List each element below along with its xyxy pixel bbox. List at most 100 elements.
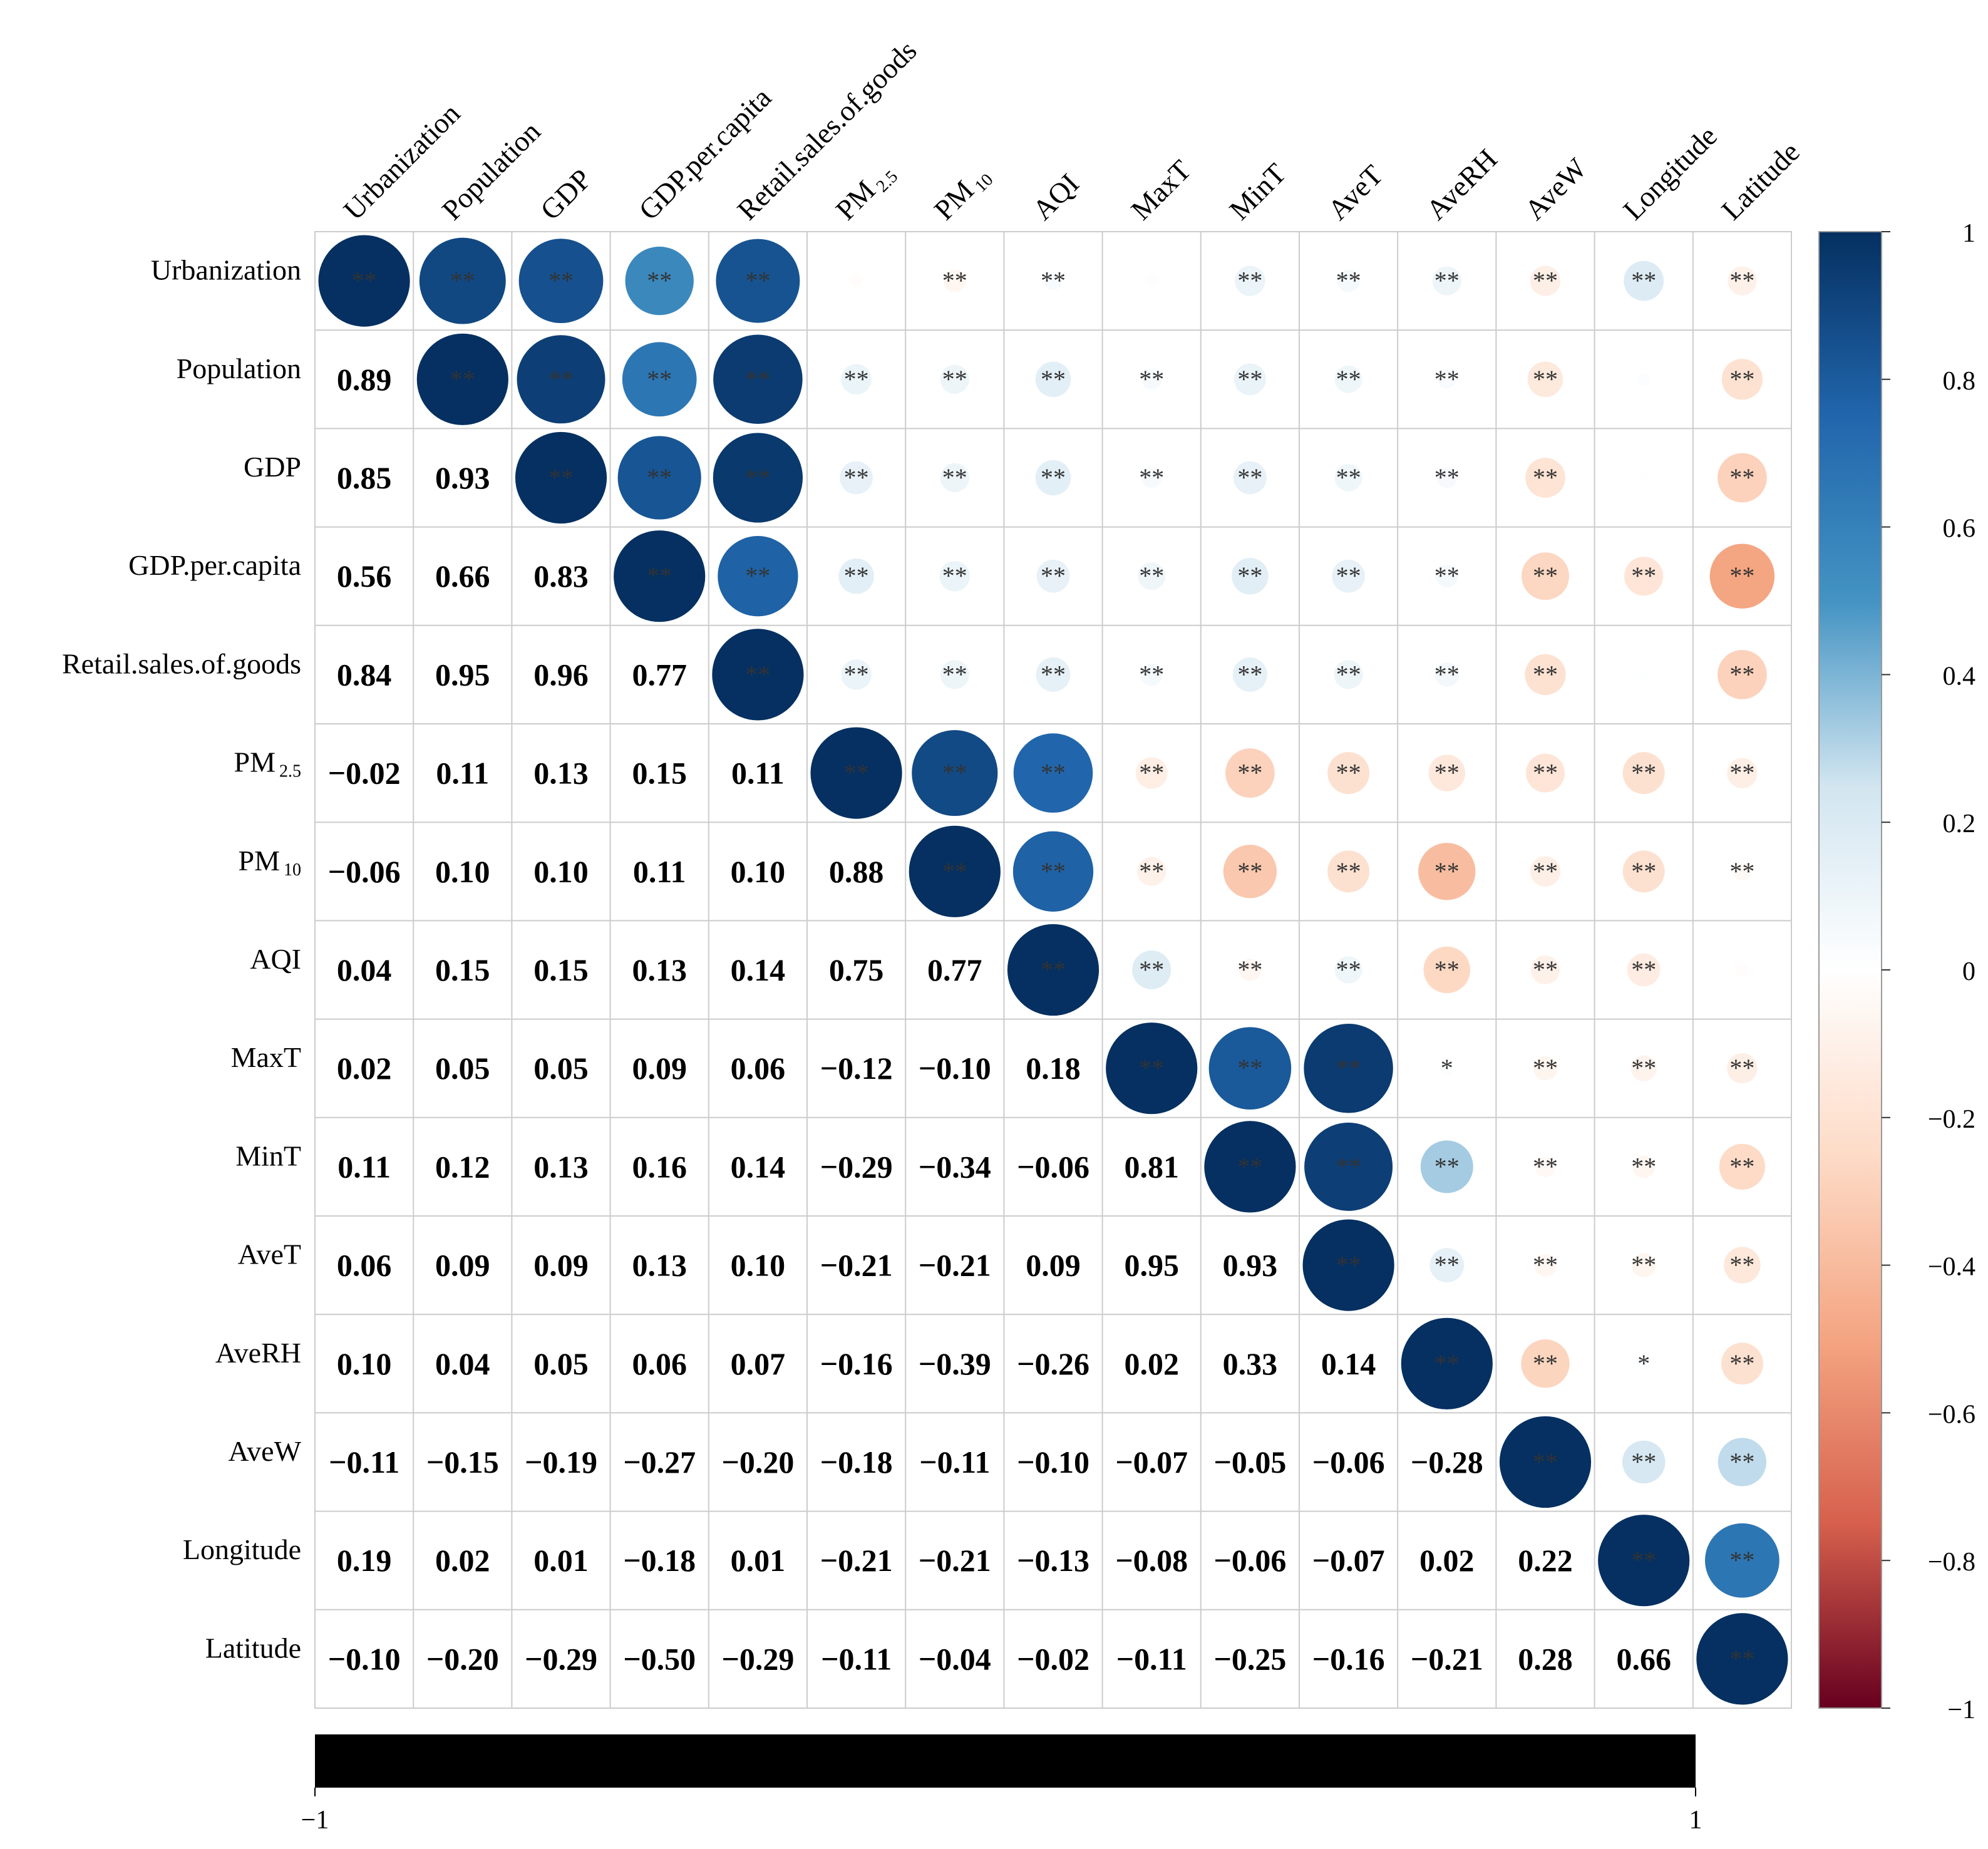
significance-mark: ** [1336, 857, 1361, 885]
corr-circle [1429, 1248, 1465, 1282]
corr-value-label: −0.21 [1411, 1641, 1483, 1676]
significance-mark: * [1441, 1054, 1453, 1082]
corr-value-label: 0.95 [1124, 1248, 1179, 1283]
row-label: Urbanization [151, 254, 301, 286]
significance-mark: ** [1336, 955, 1361, 984]
significance-mark: ** [942, 267, 967, 295]
significance-mark: ** [1041, 759, 1066, 787]
corr-value-label: 0.95 [435, 657, 490, 692]
significance-mark: ** [1631, 759, 1656, 787]
corr-value-label: 0.33 [1223, 1346, 1278, 1381]
color-bar-tick-label: −0.2 [1928, 1105, 1975, 1134]
corr-circle [1534, 1254, 1557, 1277]
corr-circle [1132, 950, 1172, 990]
corr-value-label: −0.12 [820, 1051, 893, 1086]
column-label: MaxT [1125, 154, 1197, 227]
corr-circle [838, 558, 874, 594]
significance-mark: ** [1434, 1349, 1460, 1378]
corr-value-label: −0.34 [919, 1149, 991, 1184]
color-bar-tick-label: 1 [1962, 219, 1975, 248]
corr-circle [1138, 562, 1166, 590]
corr-circle [1304, 1122, 1393, 1211]
significance-mark: ** [1139, 365, 1164, 393]
significance-mark: ** [1631, 267, 1656, 295]
corr-circle [1140, 663, 1163, 686]
corr-value-label: 0.02 [1419, 1543, 1475, 1578]
corr-value-label: 0.06 [337, 1248, 392, 1283]
significance-mark: ** [1336, 463, 1361, 492]
corr-circle [1223, 845, 1277, 899]
corr-circle [1499, 1416, 1592, 1508]
corr-value-label: −0.04 [919, 1641, 991, 1676]
significance-mark: ** [1631, 1251, 1656, 1279]
corr-circle [939, 560, 971, 592]
significance-mark: ** [1729, 1546, 1754, 1574]
corr-circle [1035, 460, 1071, 496]
corr-circle [617, 436, 701, 520]
corr-circle [1013, 733, 1093, 813]
corr-circle [1044, 271, 1063, 291]
corr-value-label: 0.15 [632, 756, 687, 791]
corr-circle [1696, 1613, 1788, 1705]
corr-value-label: −0.11 [919, 1445, 990, 1480]
corr-circle [1327, 752, 1370, 795]
corr-circle [713, 334, 803, 425]
significance-mark: ** [1729, 1349, 1754, 1378]
significance-mark: ** [1041, 562, 1066, 590]
significance-mark: ** [1533, 1054, 1558, 1082]
corr-circle [810, 727, 902, 819]
significance-mark: ** [844, 463, 869, 492]
bottom-bar-left-label: −1 [301, 1806, 329, 1835]
corr-circle [1639, 473, 1649, 483]
corr-value-label: 0.10 [435, 854, 490, 889]
significance-mark: ** [1237, 660, 1262, 688]
significance-mark: ** [844, 365, 869, 393]
significance-mark: ** [1729, 857, 1754, 885]
corr-circle [1334, 464, 1362, 492]
corr-value-label: 0.02 [337, 1051, 392, 1086]
corr-circle [1522, 552, 1569, 600]
row-label: PM 10 [239, 845, 301, 880]
corr-circle [1727, 1053, 1758, 1084]
significance-mark: ** [1336, 759, 1361, 787]
corr-value-label: 0.02 [435, 1543, 490, 1578]
corr-value-label: 0.09 [632, 1051, 687, 1086]
corr-value-label: 0.93 [435, 460, 490, 495]
significance-mark: ** [1434, 463, 1460, 492]
corr-circle [1239, 959, 1262, 981]
significance-mark: ** [1041, 463, 1066, 492]
corr-circle [1639, 670, 1649, 679]
corr-value-label: 0.88 [829, 854, 884, 889]
corr-value-label: 0.28 [1518, 1641, 1573, 1676]
corr-circle [1334, 660, 1363, 689]
significance-mark: ** [1041, 267, 1066, 295]
corr-value-label: −0.02 [1017, 1641, 1089, 1676]
corr-circle [1434, 662, 1460, 687]
significance-mark: ** [1631, 1546, 1656, 1574]
significance-mark: ** [1533, 365, 1558, 393]
corr-value-label: −0.39 [919, 1346, 991, 1381]
corr-circle [515, 431, 607, 524]
corr-circle [840, 461, 873, 495]
significance-mark: ** [745, 660, 770, 688]
corr-value-label: 0.93 [1223, 1248, 1278, 1283]
significance-mark: ** [1336, 1251, 1361, 1279]
row-label: AveRH [215, 1337, 301, 1369]
column-label: GDP [534, 163, 597, 226]
corr-value-label: 0.09 [533, 1248, 589, 1283]
significance-mark: ** [1139, 562, 1164, 590]
column-label: AveT [1322, 158, 1389, 226]
row-label: Longitude [183, 1533, 301, 1565]
corr-circle [1705, 1523, 1779, 1598]
corr-circle [1035, 361, 1071, 398]
corr-circle [1637, 1357, 1651, 1371]
significance-mark: ** [450, 267, 475, 295]
corr-circle [940, 463, 969, 493]
corr-circle [1432, 266, 1461, 296]
significance-mark: ** [647, 365, 672, 393]
corr-value-label: −0.11 [1116, 1641, 1187, 1676]
corr-circle [1428, 755, 1466, 791]
corr-circle [1334, 365, 1362, 393]
corr-circle [518, 239, 604, 323]
corr-circle [912, 730, 998, 816]
